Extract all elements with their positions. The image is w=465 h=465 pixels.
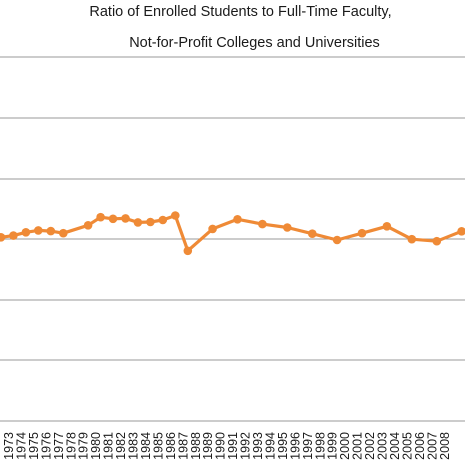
data-point-2005	[407, 234, 417, 244]
data-point-1974	[21, 228, 31, 237]
x-tick-label-1997: 1997	[301, 432, 315, 460]
data-point-2001	[357, 228, 367, 238]
x-tick-label-2008: 2008	[438, 432, 452, 460]
data-point-1985	[158, 215, 168, 225]
data-point-1976	[46, 226, 56, 236]
x-tick-label-1995: 1995	[276, 432, 290, 460]
x-tick-label-2006: 2006	[413, 432, 427, 460]
x-tick-label-2004: 2004	[388, 432, 402, 460]
x-tick-label-1989: 1989	[201, 432, 215, 460]
chart-title-line-1: Ratio of Enrolled Students to Full-Time …	[89, 4, 392, 20]
x-tick-label-1976: 1976	[39, 432, 53, 460]
data-point-1991	[233, 215, 242, 224]
x-tick-label-1980: 1980	[89, 432, 103, 460]
data-point-1972	[0, 233, 6, 242]
x-tick-label-1977: 1977	[52, 432, 66, 460]
x-tick-label-1990: 1990	[214, 432, 228, 460]
x-tick-label-1982: 1982	[114, 432, 128, 460]
x-tick-label-1979: 1979	[77, 432, 91, 460]
x-tick-label-1992: 1992	[239, 432, 253, 460]
data-point-1987	[183, 246, 193, 256]
data-point-1989	[208, 224, 217, 234]
x-tick-label-2002: 2002	[363, 432, 377, 460]
x-tick-label-1999: 1999	[326, 432, 340, 460]
data-point-1993	[258, 219, 267, 229]
data-point-1986	[171, 211, 180, 220]
data-point-1977	[59, 228, 68, 238]
gridlines	[0, 56, 465, 422]
data-point-2003	[382, 222, 392, 231]
x-tick-label-1986: 1986	[164, 432, 178, 460]
x-tick-label-1984: 1984	[139, 432, 153, 460]
data-point-1982	[121, 214, 130, 223]
data-point-1997	[308, 229, 317, 238]
data-point-1980	[96, 212, 105, 222]
x-tick-label-2000: 2000	[338, 432, 352, 460]
data-point-1979	[83, 221, 93, 230]
data-point-1984	[146, 217, 155, 227]
x-tick-label-1987: 1987	[176, 432, 190, 460]
x-tick-label-2003: 2003	[376, 432, 390, 460]
x-tick-label-1996: 1996	[288, 432, 302, 460]
data-point-1983	[133, 218, 143, 227]
data-point-2009	[457, 227, 465, 236]
x-tick-label-1988: 1988	[189, 432, 203, 460]
x-tick-label-1978: 1978	[64, 432, 78, 460]
data-point-2007	[432, 236, 442, 246]
x-tick-label-1985: 1985	[151, 432, 165, 460]
data-point-1975	[34, 226, 43, 235]
chart-title-line-2: Not-for-Profit Colleges and Universities	[129, 35, 380, 51]
x-tick-label-1993: 1993	[251, 432, 265, 460]
x-tick-label-1975: 1975	[27, 432, 41, 460]
series-orange	[0, 211, 465, 256]
x-tick-label-1973: 1973	[2, 432, 16, 460]
x-tick-label-1974: 1974	[14, 432, 28, 460]
x-tick-labels: 1973197419751976197719781979198019811982…	[2, 432, 452, 460]
series-line	[0, 213, 463, 253]
x-tick-label-1981: 1981	[102, 432, 116, 460]
x-tick-label-1991: 1991	[226, 432, 240, 460]
data-point-1973	[9, 231, 18, 240]
data-point-1999	[332, 235, 342, 245]
x-tick-label-2005: 2005	[400, 432, 414, 460]
x-tick-label-1983: 1983	[127, 432, 141, 460]
data-point-1981	[108, 214, 118, 224]
x-tick-label-1998: 1998	[313, 432, 327, 460]
x-tick-label-1994: 1994	[263, 432, 277, 460]
x-tick-label-2007: 2007	[425, 432, 439, 460]
data-point-1995	[283, 223, 292, 232]
x-tick-label-2001: 2001	[351, 432, 365, 460]
